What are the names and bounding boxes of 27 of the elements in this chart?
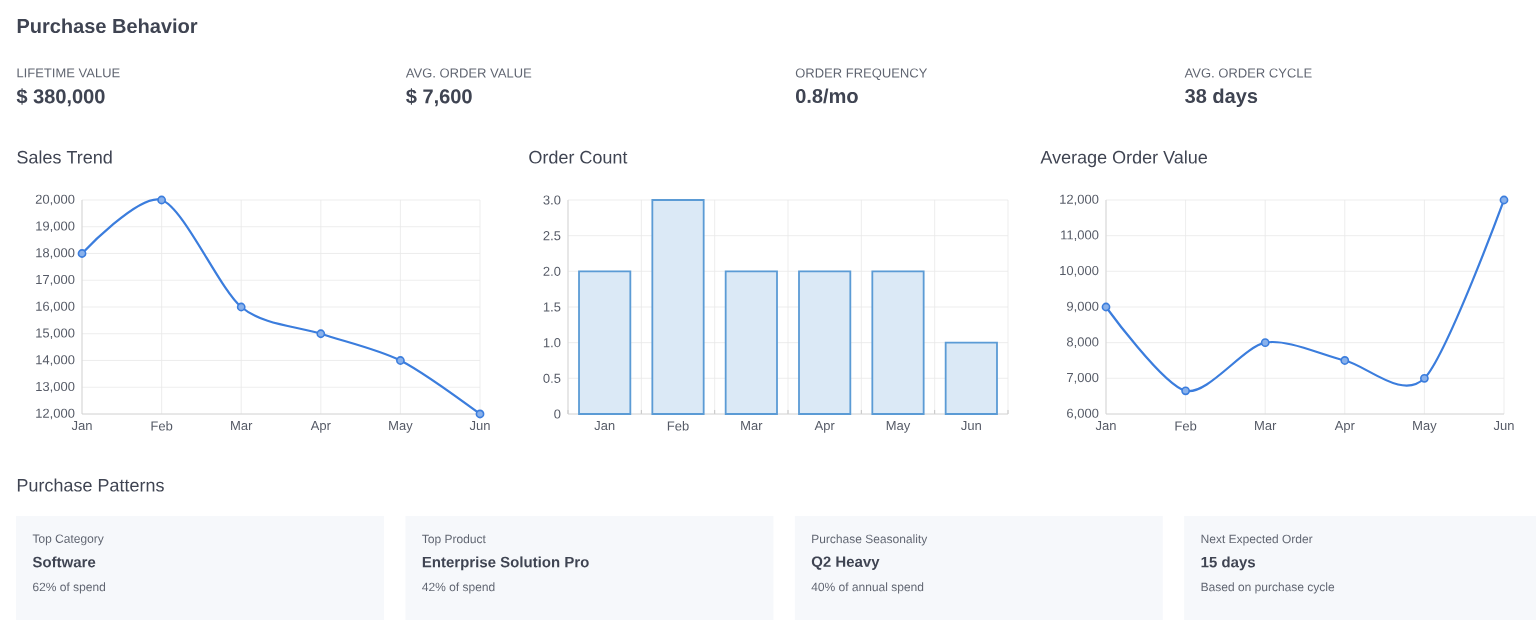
chart-title: Sales Trend (17, 150, 112, 164)
point (475, 409, 485, 419)
point (157, 195, 167, 205)
chart-title: Average Order Value (1040, 150, 1208, 168)
point (1499, 195, 1509, 205)
text: $ 7,600 (406, 88, 472, 107)
point (1419, 373, 1429, 383)
bar (871, 270, 925, 415)
bar (944, 341, 998, 415)
text: 0.8/mo (795, 88, 858, 104)
bar (798, 270, 852, 415)
text: Purchase Patterns (17, 478, 164, 492)
text: Purchase Behavior (17, 18, 198, 34)
point (236, 302, 246, 312)
point (316, 329, 326, 339)
bar (724, 270, 778, 415)
point (77, 249, 87, 258)
chart-title: Order Count (529, 150, 628, 164)
point (1101, 302, 1111, 312)
point (1181, 386, 1190, 396)
text: $ 380,000 (16, 88, 105, 107)
point (1260, 338, 1270, 348)
point (396, 356, 405, 365)
bar (578, 270, 632, 415)
text: 38 days (1185, 88, 1258, 108)
point (1340, 356, 1350, 365)
bar (651, 199, 705, 415)
